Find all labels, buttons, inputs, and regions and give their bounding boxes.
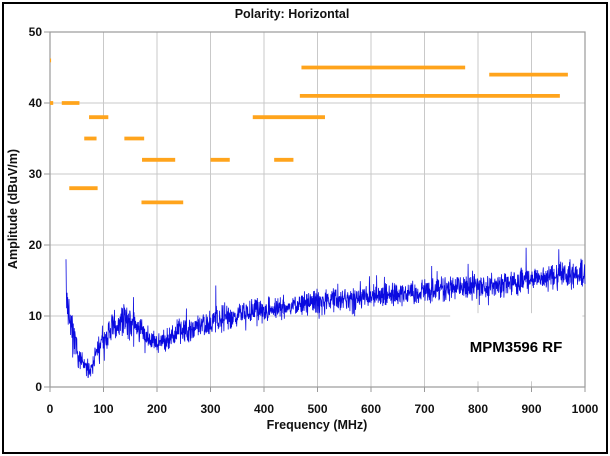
x-tick-label: 400 [254, 402, 274, 416]
y-axis-title: Amplitude (dBuV/m) [6, 148, 20, 270]
x-tick-label: 1000 [572, 402, 599, 416]
y-tick-label: 0 [35, 380, 42, 394]
chart-title: Polarity: Horizontal [234, 7, 350, 21]
y-tick-label: 20 [29, 238, 43, 252]
x-tick-label: 700 [414, 402, 434, 416]
device-annotation-label: MPM3596 RF [469, 338, 563, 356]
x-tick-label: 0 [47, 402, 54, 416]
x-axis-title: Frequency (MHz) [266, 418, 368, 432]
y-tick-label: 30 [29, 167, 43, 181]
plot-border [49, 31, 586, 388]
emissions-trace [65, 247, 586, 379]
x-tick-label: 500 [307, 402, 327, 416]
x-tick-label: 300 [200, 402, 220, 416]
x-tick-label: 900 [521, 402, 541, 416]
x-tick-label: 100 [93, 402, 113, 416]
x-tick-label: 600 [361, 402, 381, 416]
y-tick-label: 10 [29, 309, 43, 323]
y-tick-label: 40 [29, 96, 43, 110]
annotation-patch [450, 313, 583, 382]
x-tick-label: 200 [147, 402, 167, 416]
x-tick-label: 800 [468, 402, 488, 416]
y-tick-label: 50 [29, 25, 43, 39]
